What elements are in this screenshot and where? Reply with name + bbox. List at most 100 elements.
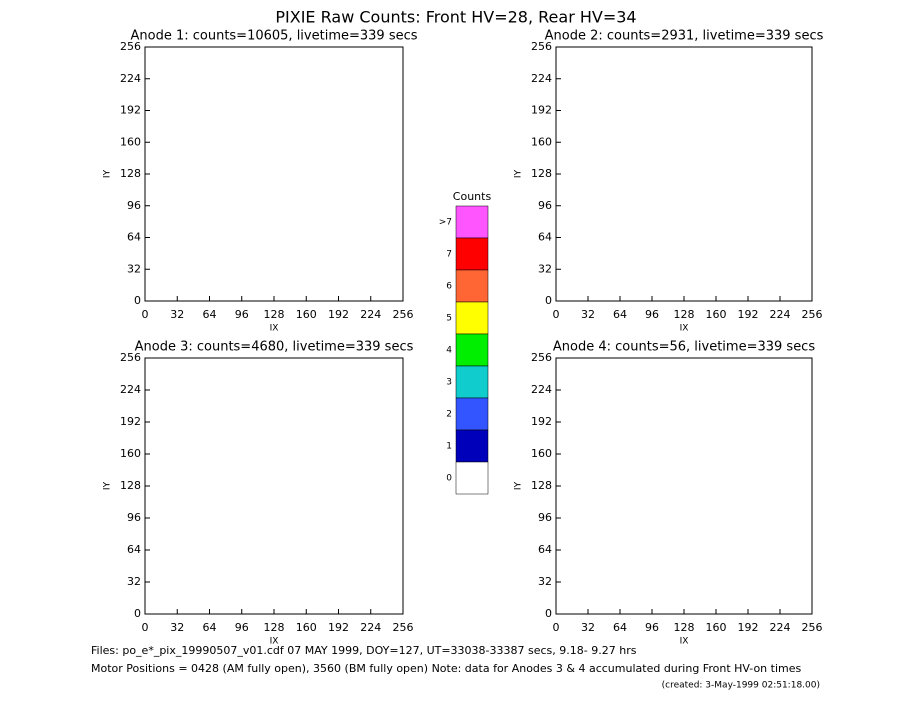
colorbar-title: Counts (453, 190, 492, 203)
colorbar-label: >7 (439, 218, 452, 228)
panel-title: Anode 3: counts=4680, livetime=339 secs (135, 340, 414, 355)
x-tick-label: 96 (645, 621, 659, 634)
y-tick-label: 64 (538, 231, 552, 244)
x-tick-label: 160 (706, 621, 727, 634)
y-tick-label: 96 (127, 511, 141, 524)
y-tick-label: 256 (120, 351, 141, 364)
y-tick-label: 160 (120, 447, 141, 460)
x-tick-label: 224 (360, 308, 381, 321)
colorbar-swatch (455, 429, 489, 463)
colorbar-label: 5 (446, 314, 452, 324)
x-axis-label: IX (270, 324, 279, 334)
x-axis-label: IX (680, 637, 689, 647)
colorbar-label: 3 (446, 378, 452, 388)
colorbar-swatch (455, 269, 489, 303)
footer-created: (created: 3-May-1999 02:51:18.00) (662, 681, 820, 691)
y-tick-label: 32 (538, 262, 552, 275)
y-tick-label: 128 (531, 479, 552, 492)
y-tick-label: 160 (531, 135, 552, 148)
y-tick-label: 96 (127, 199, 141, 212)
y-axis-label: IY (514, 481, 524, 490)
y-tick-label: 224 (120, 72, 141, 85)
x-tick-label: 0 (142, 308, 149, 321)
y-tick-label: 256 (531, 351, 552, 364)
x-tick-label: 0 (142, 621, 149, 634)
colorbar-swatch (455, 237, 489, 271)
x-tick-label: 32 (170, 308, 184, 321)
y-tick-label: 256 (531, 40, 552, 53)
main-title: PIXIE Raw Counts: Front HV=28, Rear HV=3… (275, 8, 636, 27)
y-tick-label: 0 (134, 607, 141, 620)
y-tick-label: 32 (127, 262, 141, 275)
y-tick-label: 64 (127, 543, 141, 556)
x-tick-label: 256 (393, 621, 414, 634)
panel-title: Anode 4: counts=56, livetime=339 secs (553, 340, 815, 355)
x-tick-label: 32 (581, 308, 595, 321)
plot-frame (144, 46, 404, 302)
x-tick-label: 192 (738, 621, 759, 634)
x-tick-label: 64 (613, 308, 627, 321)
y-tick-label: 96 (538, 199, 552, 212)
x-tick-label: 64 (203, 308, 217, 321)
y-tick-label: 224 (120, 383, 141, 396)
x-tick-label: 192 (738, 308, 759, 321)
colorbar-label: 6 (446, 282, 452, 292)
x-tick-label: 192 (328, 621, 349, 634)
x-tick-label: 0 (553, 621, 560, 634)
colorbar-label: 0 (446, 474, 452, 484)
x-tick-label: 224 (770, 621, 791, 634)
colorbar-swatch (455, 461, 489, 495)
panel-title: Anode 1: counts=10605, livetime=339 secs (130, 29, 417, 44)
x-tick-label: 256 (393, 308, 414, 321)
plot-frame (555, 46, 813, 302)
colorbar-label: 7 (446, 250, 452, 260)
y-tick-label: 192 (120, 415, 141, 428)
y-tick-label: 224 (531, 383, 552, 396)
y-tick-label: 96 (538, 511, 552, 524)
y-axis-label: IY (103, 169, 113, 178)
y-tick-label: 0 (134, 294, 141, 307)
y-tick-label: 160 (120, 135, 141, 148)
x-axis-label: IX (270, 637, 279, 647)
y-tick-label: 224 (531, 72, 552, 85)
y-tick-label: 256 (120, 40, 141, 53)
plot-frame (555, 357, 813, 615)
x-tick-label: 96 (235, 621, 249, 634)
x-tick-label: 160 (296, 308, 317, 321)
x-tick-label: 128 (264, 308, 285, 321)
y-tick-label: 128 (120, 167, 141, 180)
colorbar-swatch (455, 333, 489, 367)
colorbar-swatch (455, 365, 489, 399)
y-tick-label: 0 (545, 607, 552, 620)
colorbar-label: 1 (446, 442, 452, 452)
x-axis-label: IX (680, 324, 689, 334)
x-tick-label: 64 (613, 621, 627, 634)
y-tick-label: 192 (531, 415, 552, 428)
y-tick-label: 192 (531, 104, 552, 117)
x-tick-label: 32 (170, 621, 184, 634)
colorbar-label: 4 (446, 346, 452, 356)
x-tick-label: 256 (802, 308, 823, 321)
colorbar-swatch (455, 397, 489, 431)
x-tick-label: 64 (203, 621, 217, 634)
x-tick-label: 160 (296, 621, 317, 634)
x-tick-label: 128 (264, 621, 285, 634)
colorbar-label: 2 (446, 410, 452, 420)
y-tick-label: 64 (538, 543, 552, 556)
y-tick-label: 0 (545, 294, 552, 307)
y-tick-label: 192 (120, 104, 141, 117)
x-tick-label: 224 (770, 308, 791, 321)
colorbar-swatch (455, 205, 489, 239)
x-tick-label: 0 (553, 308, 560, 321)
colorbar-swatch (455, 301, 489, 335)
footer-files: Files: po_e*_pix_19990507_v01.cdf 07 MAY… (91, 644, 637, 657)
y-tick-label: 160 (531, 447, 552, 460)
x-tick-label: 160 (706, 308, 727, 321)
y-tick-label: 32 (538, 575, 552, 588)
y-tick-label: 64 (127, 231, 141, 244)
x-tick-label: 96 (645, 308, 659, 321)
x-tick-label: 96 (235, 308, 249, 321)
y-axis-label: IY (514, 169, 524, 178)
x-tick-label: 32 (581, 621, 595, 634)
